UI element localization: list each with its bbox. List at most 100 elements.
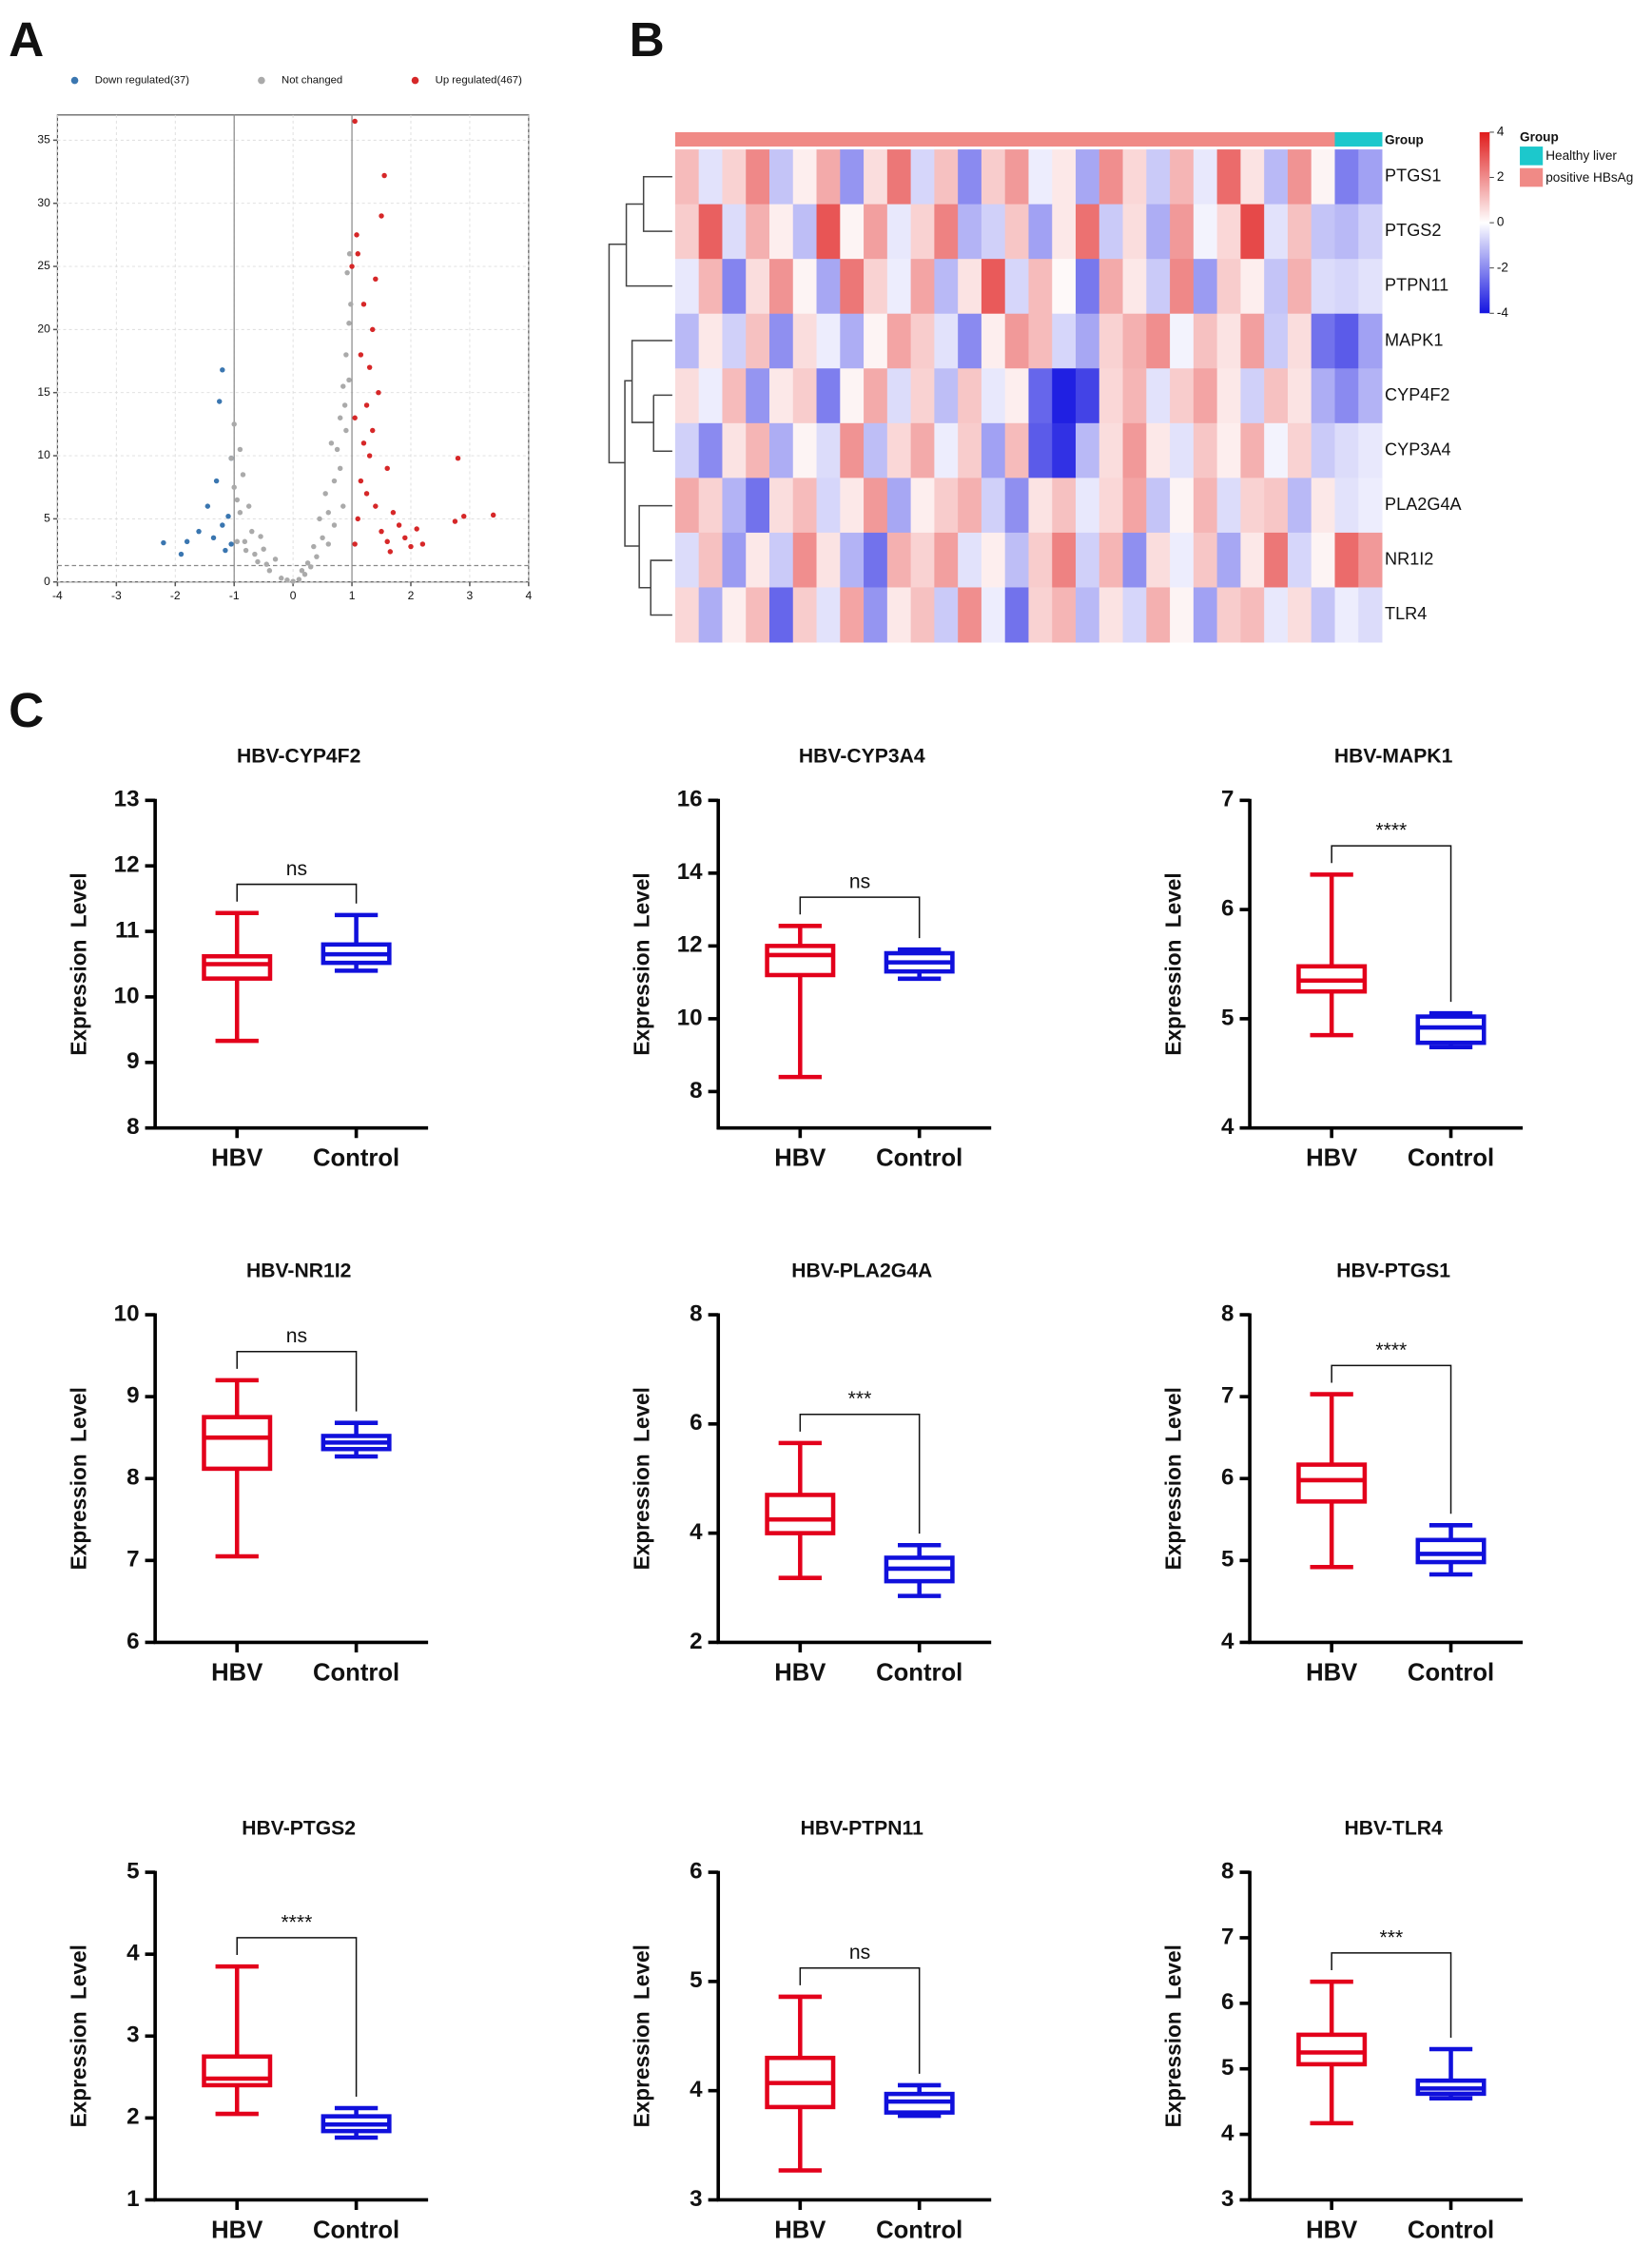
heat-cell [1028, 478, 1053, 534]
point [349, 264, 355, 269]
point [452, 518, 458, 524]
point [344, 269, 350, 276]
y-tick-label: 8 [126, 1114, 139, 1140]
point [337, 415, 343, 420]
heat-cell [746, 259, 770, 315]
significance-bracket [236, 1937, 358, 2097]
heat-cell [1076, 204, 1100, 260]
heat-cell [746, 313, 770, 369]
x-tick-label: HBV [1306, 1659, 1357, 1686]
point [325, 541, 332, 547]
x-tick-label: HBV [1306, 1145, 1357, 1172]
heat-cell [768, 259, 794, 315]
point [354, 232, 360, 238]
heat-cell [674, 478, 700, 534]
group-cell [1311, 131, 1335, 147]
point [348, 302, 354, 307]
x-tick-label: Control [313, 1659, 399, 1686]
heat-cell [722, 587, 747, 643]
heat-cell [722, 149, 747, 205]
x-tick-label: HBV [211, 1145, 262, 1172]
heat-cell [1098, 422, 1124, 479]
point [228, 541, 234, 547]
heat-cell [1216, 587, 1241, 643]
heat-cell [746, 478, 770, 534]
heat-cell [1334, 204, 1359, 260]
heat-cell [816, 313, 841, 369]
point [331, 478, 338, 484]
heat-cell [1052, 478, 1077, 534]
heat-cell [1216, 422, 1241, 479]
group-cell [1287, 131, 1312, 147]
heat-cell [1264, 368, 1289, 424]
point [311, 543, 317, 550]
point [352, 118, 358, 125]
point [366, 453, 373, 459]
group-cell [1122, 131, 1147, 147]
point [220, 522, 225, 528]
y-tick-label: 12 [677, 932, 703, 958]
heat-cell [1311, 478, 1335, 534]
point [408, 543, 414, 550]
y-axis-label: Expression Level [67, 1944, 91, 2127]
y-tick-label: 8 [1221, 1858, 1234, 1884]
legend-label: Up regulated(467) [436, 75, 522, 87]
x-tick-label: Control [1408, 1659, 1494, 1686]
y-tick-label: 11 [115, 917, 140, 943]
heat-cell [1076, 422, 1100, 479]
heat-cell [1240, 149, 1265, 205]
heat-cell [910, 313, 935, 369]
x-tick-label: -1 [229, 589, 240, 602]
legend-label: Healthy liver [1545, 148, 1617, 163]
heat-cell [1052, 149, 1077, 205]
point [390, 510, 397, 516]
heat-cell [1076, 259, 1100, 315]
group-cell [1098, 131, 1124, 147]
heat-cell [674, 204, 700, 260]
significance-bracket [236, 1350, 358, 1412]
heat-cell [910, 149, 935, 205]
heat-cell [1052, 204, 1077, 260]
heat-cell [1287, 313, 1312, 369]
y-tick-label: 9 [126, 1383, 139, 1409]
y-tick-label: 0 [44, 575, 50, 588]
heat-cell [1028, 149, 1053, 205]
point [387, 549, 394, 555]
group-cell [864, 131, 888, 147]
heat-cell [1052, 532, 1077, 588]
heat-cell [886, 368, 912, 424]
heat-cell [886, 587, 912, 643]
point [325, 510, 332, 516]
heat-cell [864, 368, 888, 424]
heat-cell [1028, 587, 1053, 643]
group-cell [1358, 131, 1383, 147]
heat-cell [1358, 422, 1383, 479]
heat-cell [1240, 368, 1265, 424]
heat-cell [1264, 532, 1289, 588]
group-cell [1052, 131, 1077, 147]
row-label: MAPK1 [1385, 330, 1443, 349]
heat-cell [1240, 259, 1265, 315]
heat-cell [1028, 204, 1053, 260]
y-tick-label: 4 [1221, 1629, 1234, 1654]
heat-cell [1311, 368, 1335, 424]
heat-cell [792, 422, 817, 479]
heat-cell [981, 204, 1006, 260]
point [343, 352, 349, 358]
heat-cell [1098, 259, 1124, 315]
heat-cell [1193, 259, 1218, 315]
heat-cell [1358, 149, 1383, 205]
point [307, 564, 314, 570]
heat-cell [981, 313, 1006, 369]
heat-cell [1287, 478, 1312, 534]
point [358, 352, 364, 358]
significance-bracket [1331, 845, 1452, 1003]
box [202, 1415, 273, 1472]
significance-label: *** [1380, 1926, 1404, 1948]
heat-cell [816, 422, 841, 479]
point [243, 547, 249, 554]
point [231, 484, 237, 490]
heat-cell [1358, 587, 1383, 643]
y-tick-label: 6 [126, 1629, 139, 1654]
